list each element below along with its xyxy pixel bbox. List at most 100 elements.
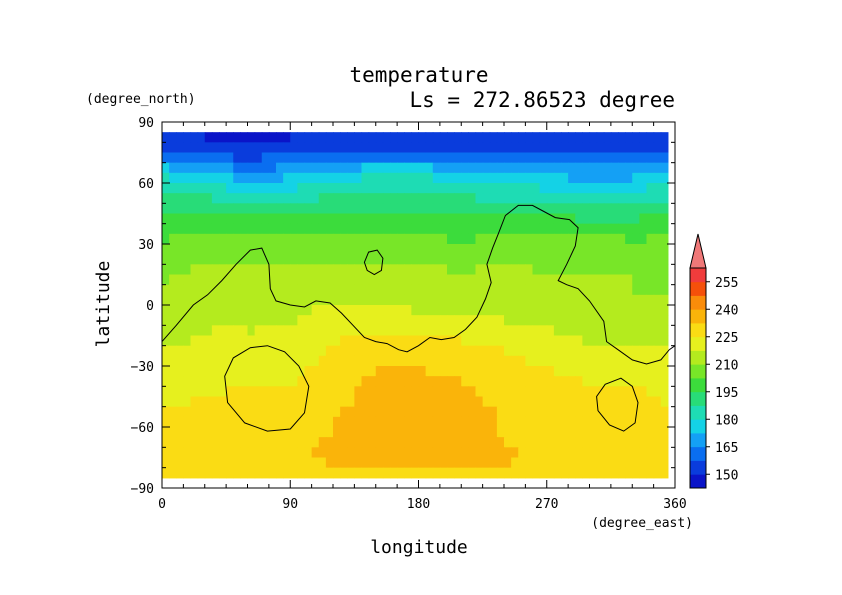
heatmap-cell: [518, 467, 526, 479]
heatmap-cell: [219, 223, 227, 235]
heatmap-cell: [639, 325, 648, 337]
heatmap-cell: [468, 172, 477, 184]
heatmap-cell: [311, 355, 320, 367]
heatmap-cell: [233, 406, 241, 418]
heatmap-cell: [397, 457, 405, 469]
heatmap-cell: [553, 305, 562, 316]
heatmap-cell: [318, 406, 327, 418]
heatmap-cell: [318, 366, 327, 377]
heatmap-cell: [475, 416, 484, 428]
heatmap-cell: [247, 213, 256, 225]
heatmap-cell: [247, 203, 256, 215]
heatmap-cell: [162, 284, 170, 296]
heatmap-cell: [204, 203, 213, 215]
heatmap-cell: [333, 162, 341, 174]
heatmap-cell: [354, 233, 363, 245]
heatmap-cell: [425, 366, 434, 377]
heatmap-cell: [660, 315, 669, 326]
heatmap-cell: [333, 386, 341, 398]
heatmap-cell: [610, 142, 619, 154]
heatmap-cell: [447, 294, 455, 306]
colorbar-swatch: [690, 433, 706, 448]
heatmap-cell: [183, 396, 192, 408]
heatmap-cell: [361, 315, 370, 326]
heatmap-cell: [596, 223, 605, 235]
heatmap-cell: [283, 345, 291, 357]
heatmap-cell: [461, 213, 469, 225]
heatmap-cell: [482, 142, 491, 154]
heatmap-cell: [176, 213, 184, 225]
heatmap-cell: [311, 244, 320, 255]
heatmap-cell: [546, 366, 555, 377]
heatmap-cell: [276, 193, 284, 204]
heatmap-cell: [397, 406, 405, 418]
heatmap-cell: [482, 345, 491, 357]
heatmap-cell: [561, 355, 569, 367]
heatmap-cell: [340, 152, 348, 164]
heatmap-cell: [553, 132, 562, 143]
heatmap-cell: [226, 172, 234, 184]
heatmap-cell: [625, 427, 633, 438]
heatmap-cell: [375, 142, 384, 154]
heatmap-cell: [304, 406, 313, 418]
heatmap-cell: [375, 305, 384, 316]
heatmap-cell: [418, 366, 427, 377]
heatmap-cell: [169, 376, 177, 387]
heatmap-cell: [219, 457, 227, 469]
heatmap-cell: [461, 467, 469, 479]
heatmap-cell: [461, 142, 469, 154]
heatmap-cell: [468, 406, 477, 418]
heatmap-cell: [368, 406, 377, 418]
heatmap-cell: [532, 437, 541, 448]
heatmap-cell: [276, 376, 284, 387]
heatmap-cell: [660, 467, 669, 479]
heatmap-cell: [311, 335, 320, 347]
heatmap-cell: [290, 274, 298, 286]
heatmap-cell: [226, 467, 234, 479]
heatmap-cell: [411, 427, 420, 438]
heatmap-cell: [489, 416, 498, 428]
heatmap-cell: [418, 183, 427, 194]
heatmap-cell: [233, 264, 241, 276]
heatmap-cell: [561, 172, 569, 184]
heatmap-cell: [340, 447, 348, 459]
heatmap-cell: [340, 183, 348, 194]
heatmap-cell: [653, 447, 662, 459]
heatmap-cell: [211, 366, 220, 377]
heatmap-cell: [268, 396, 277, 408]
heatmap-cell: [553, 366, 562, 377]
heatmap-cell: [268, 142, 277, 154]
heatmap-cell: [653, 386, 662, 398]
heatmap-cell: [610, 366, 619, 377]
heatmap-cell: [247, 162, 256, 174]
heatmap-cell: [660, 172, 669, 184]
heatmap-cell: [454, 386, 462, 398]
colorbar-swatch: [690, 419, 706, 434]
heatmap-cell: [162, 416, 170, 428]
heatmap-cell: [546, 294, 555, 306]
heatmap-cell: [261, 294, 270, 306]
heatmap-cell: [589, 183, 598, 194]
heatmap-cell: [653, 244, 662, 255]
small-north-contour: [363, 249, 384, 276]
heatmap-cell: [596, 305, 605, 316]
heatmap-cell: [518, 437, 526, 448]
heatmap-cell: [268, 132, 277, 143]
heatmap-cell: [368, 183, 377, 194]
heatmap-cell: [610, 132, 619, 143]
heatmap-cell: [468, 284, 477, 296]
heatmap-cell: [240, 325, 249, 337]
heatmap-cell: [411, 437, 420, 448]
heatmap-cell: [610, 294, 619, 306]
heatmap-cell: [204, 213, 213, 225]
heatmap-cell: [240, 467, 249, 479]
heatmap-cell: [596, 294, 605, 306]
heatmap-cell: [468, 264, 477, 276]
heatmap-cell: [646, 152, 655, 164]
heatmap-cell: [425, 447, 434, 459]
heatmap-cell: [333, 172, 341, 184]
heatmap-cell: [318, 416, 327, 428]
heatmap-cell: [204, 406, 213, 418]
heatmap-cell: [247, 396, 256, 408]
heatmap-cell: [639, 274, 648, 286]
